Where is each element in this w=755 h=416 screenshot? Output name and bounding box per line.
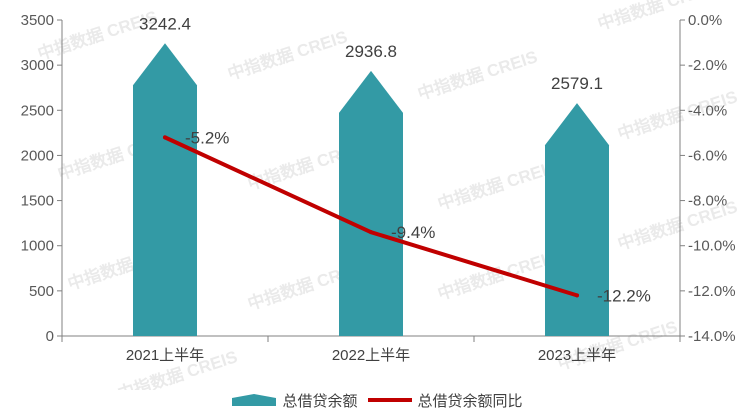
left-tick-label: 1500 (21, 193, 54, 210)
bar-data-label: 3242.4 (139, 14, 191, 33)
left-tick-label: 500 (29, 283, 54, 300)
right-tick-label: -10.0% (688, 238, 736, 255)
left-tick-label: 2500 (21, 102, 54, 119)
left-tick-label: 3500 (21, 12, 54, 29)
watermark-text: 中指数据 CREIS (415, 46, 540, 104)
left-tick-label: 3000 (21, 57, 54, 74)
bar (339, 70, 403, 337)
legend-line-label: 总借贷余额同比 (417, 392, 523, 410)
legend-bar-label: 总借贷余额 (282, 392, 358, 410)
right-tick-label: -6.0% (688, 147, 727, 164)
line-point (369, 230, 373, 235)
bar-data-label: 2579.1 (551, 74, 603, 93)
data-labels: 3242.4 2936.8 2579.1 -5.2% -9.4% -12.2% (139, 14, 651, 305)
right-tick-label: -4.0% (688, 102, 727, 119)
legend-item-line[interactable]: 总借贷余额同比 (367, 390, 523, 411)
x-tick-label: 2021上半年 (126, 347, 204, 364)
line-data-label: -5.2% (185, 128, 229, 147)
left-tick-label: 1000 (21, 238, 54, 255)
line-point (575, 293, 579, 298)
legend-item-bar[interactable]: 总借贷余额 (232, 390, 358, 411)
left-tick-label: 2000 (21, 147, 54, 164)
x-tick-label: 2023上半年 (538, 347, 616, 364)
left-tick-label: 0 (46, 328, 54, 345)
right-tick-label: 0.0% (688, 12, 722, 29)
bar-data-label: 2936.8 (345, 42, 397, 61)
legend: 总借贷余额 总借贷余额同比 (0, 388, 755, 412)
line-data-label: -9.4% (391, 223, 435, 242)
line-point (163, 135, 167, 140)
line-series (163, 135, 579, 298)
right-tick-label: -2.0% (688, 57, 727, 74)
watermark-text: 中指数据 CREIS (225, 26, 350, 84)
line-data-label: -12.2% (597, 286, 651, 305)
bar-series (133, 43, 609, 337)
bar (133, 43, 197, 336)
legend-line-swatch-icon (367, 398, 412, 402)
right-tick-label: -12.0% (688, 283, 736, 300)
legend-bar-swatch-icon (232, 394, 277, 406)
chart: 中指数据 CREIS 中指数据 CREIS 中指数据 CREIS 中指数据 CREIS… (21, 0, 740, 390)
right-tick-label: -8.0% (688, 193, 727, 210)
right-tick-label: -14.0% (688, 328, 736, 345)
x-tick-label: 2022上半年 (332, 347, 410, 364)
watermark-text: 中指数据 CREIS (435, 156, 560, 214)
bar (545, 103, 609, 337)
watermark-text: 中指数据 CREIS (435, 246, 560, 304)
axes: 0 500 1000 1500 2000 2500 3000 3500 0.0% -2.0% -4.… (21, 12, 736, 364)
